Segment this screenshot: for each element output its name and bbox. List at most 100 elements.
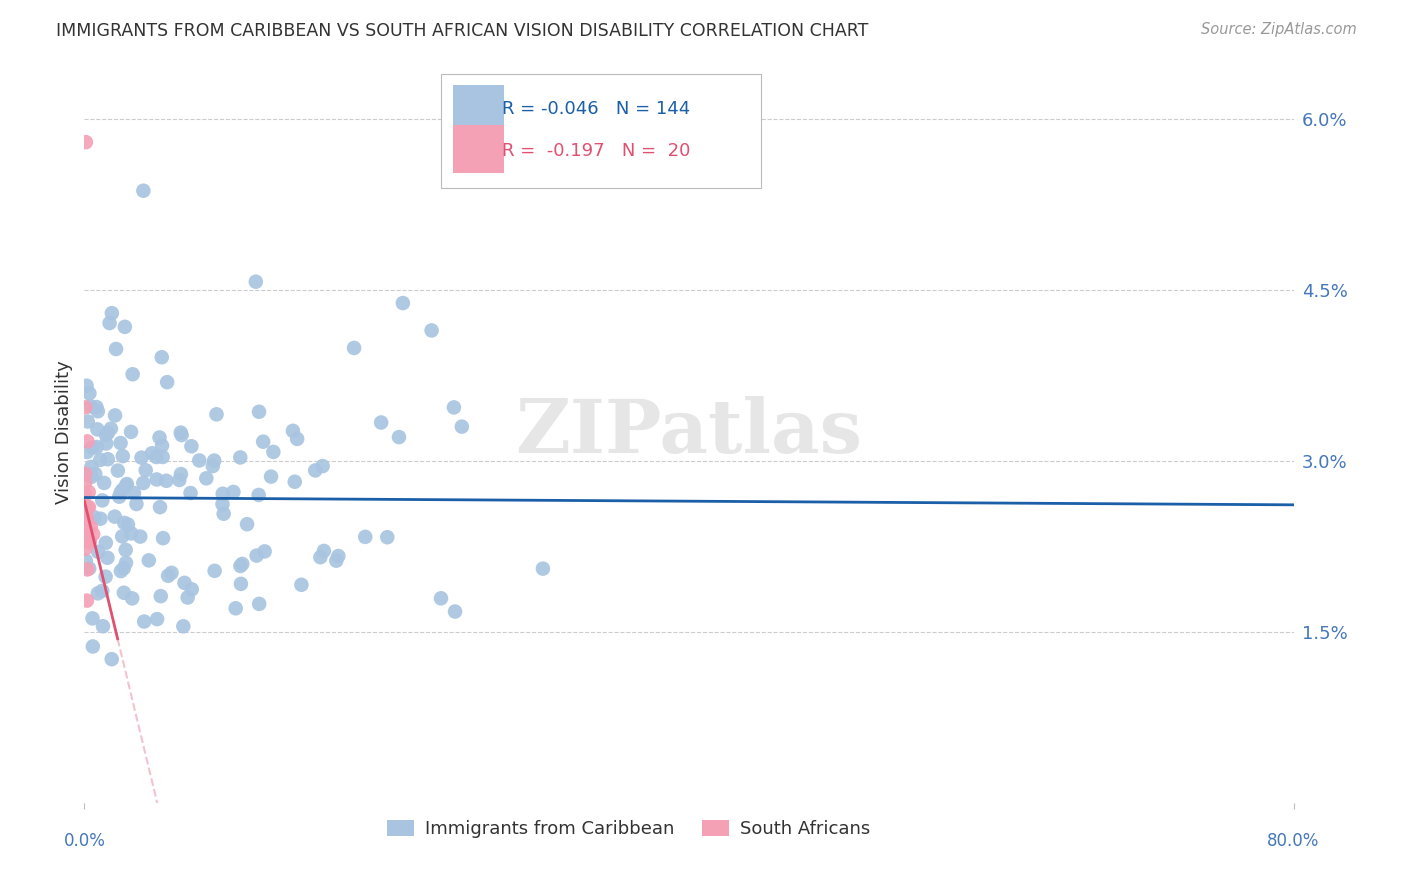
Point <box>77 535 100 549</box>
Point <box>104 509 127 524</box>
FancyBboxPatch shape <box>453 85 503 133</box>
Point <box>76 562 98 576</box>
Point <box>148 430 170 444</box>
Point <box>138 553 160 567</box>
Point <box>111 449 134 463</box>
Point <box>290 578 312 592</box>
Point <box>145 473 167 487</box>
Point <box>89 512 111 526</box>
Point <box>80 470 103 484</box>
Point <box>375 530 398 544</box>
Point <box>180 486 202 500</box>
Point <box>129 530 152 544</box>
Point <box>420 323 443 337</box>
Point <box>149 589 172 603</box>
Point <box>117 517 139 532</box>
Point <box>170 428 193 442</box>
Point <box>107 464 129 478</box>
Text: R =  -0.197   N =  20: R = -0.197 N = 20 <box>502 143 690 161</box>
Point <box>110 485 132 500</box>
Text: 0.0%: 0.0% <box>63 832 105 850</box>
Point <box>304 463 326 477</box>
Point <box>260 469 283 483</box>
Point <box>82 441 104 455</box>
Point <box>146 612 169 626</box>
Point <box>112 516 135 530</box>
Point <box>94 536 117 550</box>
Point <box>89 453 111 467</box>
Point <box>98 316 121 330</box>
Point <box>75 135 97 149</box>
Point <box>262 445 284 459</box>
Point <box>91 583 114 598</box>
Point <box>114 319 136 334</box>
Point <box>229 559 252 574</box>
Point <box>180 439 202 453</box>
Point <box>75 554 97 568</box>
Point <box>253 544 276 558</box>
Point <box>121 591 143 606</box>
Point <box>311 458 333 473</box>
Point <box>247 405 270 419</box>
Point <box>204 564 226 578</box>
Point <box>75 401 97 415</box>
Point <box>245 275 267 289</box>
FancyBboxPatch shape <box>453 126 503 173</box>
Point <box>229 450 252 465</box>
Point <box>155 474 177 488</box>
Point <box>211 497 233 511</box>
Point <box>115 478 138 492</box>
Point <box>222 484 245 499</box>
Point <box>170 425 193 440</box>
Point <box>94 569 117 583</box>
Point <box>152 450 174 464</box>
Point <box>84 467 107 481</box>
Point <box>94 428 117 442</box>
Point <box>150 351 173 365</box>
Point <box>160 566 183 580</box>
Point <box>247 597 270 611</box>
Text: Source: ZipAtlas.com: Source: ZipAtlas.com <box>1201 22 1357 37</box>
Point <box>211 487 233 501</box>
Point <box>225 601 247 615</box>
Point <box>246 549 269 563</box>
Text: IMMIGRANTS FROM CARIBBEAN VS SOUTH AFRICAN VISION DISABILITY CORRELATION CHART: IMMIGRANTS FROM CARIBBEAN VS SOUTH AFRIC… <box>56 22 869 40</box>
Text: R = -0.046   N = 144: R = -0.046 N = 144 <box>502 100 690 118</box>
Point <box>149 500 172 515</box>
Point <box>87 545 110 559</box>
Text: ZIPatlas: ZIPatlas <box>516 396 862 469</box>
Point <box>105 342 128 356</box>
Point <box>157 568 180 582</box>
Point <box>76 500 98 515</box>
Point <box>75 467 97 481</box>
Point <box>284 475 307 489</box>
Point <box>444 605 467 619</box>
Point <box>132 184 155 198</box>
Point <box>93 475 115 490</box>
Point <box>76 434 98 449</box>
Point <box>110 564 132 578</box>
Point <box>79 386 101 401</box>
Point <box>202 453 225 467</box>
Point <box>96 436 118 450</box>
Point <box>121 368 143 382</box>
Point <box>131 450 153 465</box>
Text: 80.0%: 80.0% <box>1267 832 1320 850</box>
Point <box>87 586 110 600</box>
Point <box>252 434 274 449</box>
Point <box>236 517 259 532</box>
Point <box>79 534 101 549</box>
Point <box>104 409 127 423</box>
Point <box>125 497 148 511</box>
Point <box>75 541 97 556</box>
Point <box>212 507 235 521</box>
Point <box>176 591 198 605</box>
Point <box>120 526 142 541</box>
Point <box>75 488 97 502</box>
Point <box>285 432 308 446</box>
Point <box>531 562 554 576</box>
Point <box>82 527 104 541</box>
Point <box>328 549 350 563</box>
Point <box>134 615 156 629</box>
Point <box>76 415 98 429</box>
